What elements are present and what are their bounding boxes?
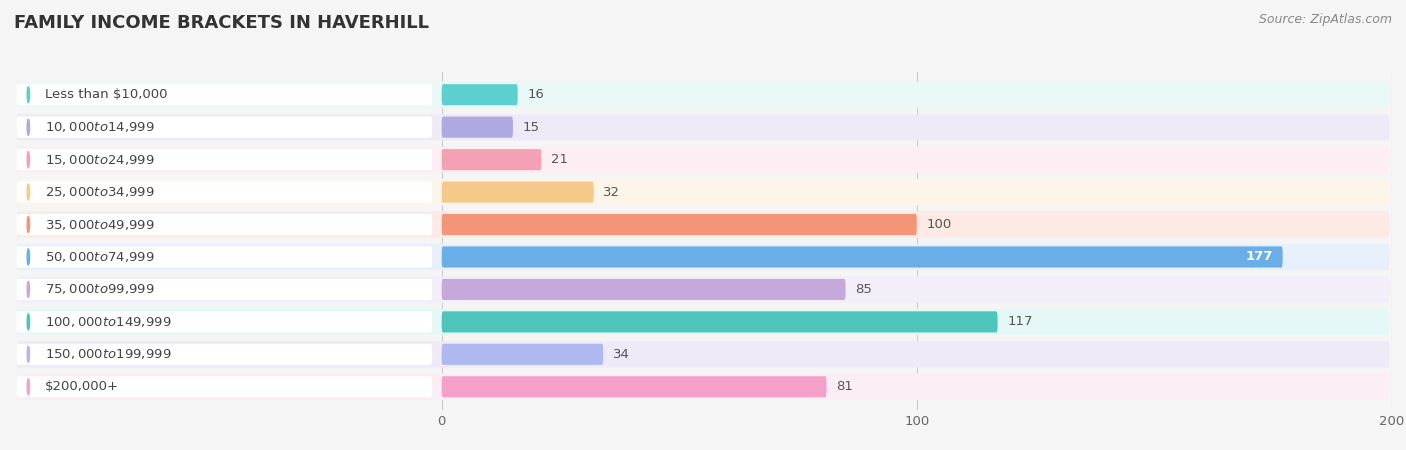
FancyBboxPatch shape: [441, 279, 845, 300]
FancyBboxPatch shape: [441, 311, 998, 333]
Text: 100: 100: [927, 218, 952, 231]
Text: $25,000 to $34,999: $25,000 to $34,999: [45, 185, 155, 199]
FancyBboxPatch shape: [17, 149, 432, 170]
FancyBboxPatch shape: [17, 244, 1389, 270]
FancyBboxPatch shape: [17, 247, 432, 267]
Text: Less than $10,000: Less than $10,000: [45, 88, 167, 101]
FancyBboxPatch shape: [441, 247, 1282, 267]
Circle shape: [27, 184, 30, 200]
FancyBboxPatch shape: [17, 181, 432, 203]
FancyBboxPatch shape: [441, 149, 541, 170]
Circle shape: [27, 249, 30, 265]
Text: FAMILY INCOME BRACKETS IN HAVERHILL: FAMILY INCOME BRACKETS IN HAVERHILL: [14, 14, 429, 32]
FancyBboxPatch shape: [17, 276, 1389, 302]
FancyBboxPatch shape: [441, 181, 593, 203]
FancyBboxPatch shape: [17, 341, 1389, 368]
Text: 32: 32: [603, 185, 620, 198]
FancyBboxPatch shape: [17, 147, 1389, 173]
FancyBboxPatch shape: [17, 374, 1389, 400]
FancyBboxPatch shape: [17, 81, 1389, 108]
FancyBboxPatch shape: [441, 117, 513, 138]
FancyBboxPatch shape: [441, 344, 603, 365]
Text: $200,000+: $200,000+: [45, 380, 120, 393]
FancyBboxPatch shape: [17, 114, 1389, 140]
Text: $150,000 to $199,999: $150,000 to $199,999: [45, 347, 172, 361]
FancyBboxPatch shape: [17, 214, 432, 235]
Circle shape: [27, 87, 30, 103]
Text: 117: 117: [1007, 315, 1032, 328]
Circle shape: [27, 314, 30, 330]
Circle shape: [27, 379, 30, 395]
FancyBboxPatch shape: [17, 376, 432, 397]
Text: $35,000 to $49,999: $35,000 to $49,999: [45, 217, 155, 231]
Circle shape: [27, 281, 30, 297]
Circle shape: [27, 119, 30, 135]
Circle shape: [27, 152, 30, 168]
Text: 177: 177: [1246, 251, 1274, 264]
Circle shape: [27, 216, 30, 233]
FancyBboxPatch shape: [17, 179, 1389, 205]
Text: 21: 21: [551, 153, 568, 166]
Text: 16: 16: [527, 88, 544, 101]
Text: Source: ZipAtlas.com: Source: ZipAtlas.com: [1258, 14, 1392, 27]
FancyBboxPatch shape: [17, 309, 1389, 335]
FancyBboxPatch shape: [17, 344, 432, 365]
Text: 85: 85: [855, 283, 872, 296]
Text: 81: 81: [837, 380, 853, 393]
Text: $100,000 to $149,999: $100,000 to $149,999: [45, 315, 172, 329]
FancyBboxPatch shape: [441, 214, 917, 235]
FancyBboxPatch shape: [441, 84, 517, 105]
Text: 15: 15: [523, 121, 540, 134]
Text: $15,000 to $24,999: $15,000 to $24,999: [45, 153, 155, 166]
Text: $75,000 to $99,999: $75,000 to $99,999: [45, 283, 155, 297]
Circle shape: [27, 346, 30, 362]
FancyBboxPatch shape: [17, 84, 432, 105]
Text: $50,000 to $74,999: $50,000 to $74,999: [45, 250, 155, 264]
FancyBboxPatch shape: [17, 117, 432, 138]
FancyBboxPatch shape: [17, 212, 1389, 238]
FancyBboxPatch shape: [17, 311, 432, 333]
Text: 34: 34: [613, 348, 630, 361]
Text: $10,000 to $14,999: $10,000 to $14,999: [45, 120, 155, 134]
FancyBboxPatch shape: [441, 376, 827, 397]
FancyBboxPatch shape: [17, 279, 432, 300]
